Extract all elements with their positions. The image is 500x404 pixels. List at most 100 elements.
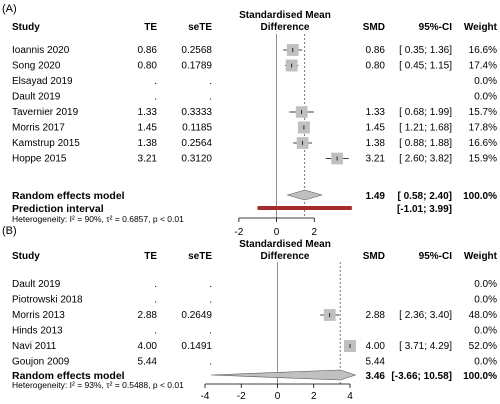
panel-a-header-ci: 95%-CI xyxy=(419,22,453,33)
panel-b-header-smd: SMD xyxy=(363,251,385,262)
panel-a-summary-label: Random effects model xyxy=(12,190,125,202)
panel-a-row-5-sete: 0.3333 xyxy=(181,107,212,118)
panel-b-row-2-te: . xyxy=(154,295,157,306)
panel-a-x-tick-label-1: -2 xyxy=(234,227,243,238)
panel-a-row-3-te: . xyxy=(154,76,157,87)
panel-b-header-weight: Weight xyxy=(464,251,498,262)
panel-a-header-te: TE xyxy=(144,22,157,33)
panel-a-row-7-weight: 16.6% xyxy=(469,138,497,149)
panel-b-x-tick-label-2: -2 xyxy=(237,391,246,402)
panel-b-row-1-weight: 0.0% xyxy=(474,279,497,290)
panel-a-row-8-ci: [ 2.60; 3.82] xyxy=(399,154,452,165)
panel-b-row-3-te: 2.88 xyxy=(138,310,158,321)
panel-b-row-5-smd: 4.00 xyxy=(366,341,386,352)
panel-a-row-2-te: 0.80 xyxy=(138,61,158,72)
panel-b-header-study: Study xyxy=(12,251,40,262)
panel-b-row-1-te: . xyxy=(154,279,157,290)
panel-a-header-smd-title-1: Standardised Mean xyxy=(239,10,331,21)
panel-a-row-3-study: Elsayad 2019 xyxy=(12,76,73,87)
panel-a-row-3-weight: 0.0% xyxy=(474,76,497,87)
panel-b-row-2-sete: . xyxy=(209,295,212,306)
panel-a-header-study: Study xyxy=(12,22,40,33)
panel-a-row-5-smd: 1.33 xyxy=(366,107,386,118)
panel-b-row-1-sete: . xyxy=(209,279,212,290)
panel-b-summary-ci: [-3.66; 10.58] xyxy=(391,371,452,382)
panel-b-row-6-te: 5.44 xyxy=(138,357,158,368)
panel-a-row-7-ci: [ 0.88; 1.88] xyxy=(399,138,452,149)
panel-a-row-7-smd: 1.38 xyxy=(366,138,386,149)
panel-a-row-2-smd: 0.80 xyxy=(366,61,386,72)
panel-a-prediction-bar xyxy=(257,206,352,210)
panel-b-row-6-weight: 0.0% xyxy=(474,357,497,368)
panel-b-row-2-weight: 0.0% xyxy=(474,295,497,306)
panel-a-row-7-study: Kamstrup 2015 xyxy=(12,138,80,149)
panel-b-row-3-smd: 2.88 xyxy=(366,310,386,321)
panel-b-header-te: TE xyxy=(144,251,157,262)
panel-b-row-5-study: Navi 2011 xyxy=(12,341,57,352)
panel-b-row-6-smd: 5.44 xyxy=(366,357,386,368)
panel-b-summary-smd: 3.46 xyxy=(366,371,386,382)
panel-b-row-3-study: Morris 2013 xyxy=(12,310,65,321)
panel-a-row-6-te: 1.45 xyxy=(138,123,158,134)
panel-b-header-sete: seTE xyxy=(188,251,212,262)
panel-a-row-1-weight: 16.6% xyxy=(469,45,497,56)
panel-b-x-tick-label-4: 2 xyxy=(311,391,317,402)
panel-a-row-7-sete: 0.2564 xyxy=(181,138,212,149)
panel-a-summary-smd: 1.49 xyxy=(366,191,386,202)
panel-a-row-8-sete: 0.3120 xyxy=(181,154,212,165)
panel-b-row-4-weight: 0.0% xyxy=(474,326,497,337)
panel-b-row-6-sete: . xyxy=(209,357,212,368)
panel-a-header-weight: Weight xyxy=(464,22,498,33)
panel-a-row-8-study: Hoppe 2015 xyxy=(12,154,67,165)
panel-b-row-4-te: . xyxy=(154,326,157,337)
panel-b-summary-weight: 100.0% xyxy=(463,371,497,382)
panel-a-label: (A) xyxy=(2,3,17,15)
panel-a-row-1-study: Ioannis 2020 xyxy=(12,45,70,56)
panel-a-row-8-te: 3.21 xyxy=(138,154,158,165)
panel-b-row-3-ci: [ 2.36; 3.40] xyxy=(399,310,452,321)
panel-b-row-5-sete: 0.1491 xyxy=(181,341,212,352)
panel-a-row-6-weight: 17.8% xyxy=(469,123,497,134)
panel-a-row-4-te: . xyxy=(154,92,157,103)
panel-a-row-7-te: 1.38 xyxy=(138,138,158,149)
panel-a-header-smd-title-2: Difference xyxy=(261,22,310,33)
panel-b-x-tick-label-3: 0 xyxy=(275,391,281,402)
panel-a-row-8-smd: 3.21 xyxy=(366,154,386,165)
panel-a-row-5-ci: [ 0.68; 1.99] xyxy=(399,107,452,118)
panel-a-row-1-te: 0.86 xyxy=(138,45,158,56)
panel-a-row-2-ci: [ 0.45; 1.15] xyxy=(399,61,452,72)
panel-a-row-6-sete: 0.1185 xyxy=(182,123,212,134)
panel-a-header-sete: seTE xyxy=(188,22,212,33)
panel-b-row-5-weight: 52.0% xyxy=(469,341,497,352)
panel-b-x-tick-label-5: 4 xyxy=(347,391,353,402)
panel-a-summary-weight: 100.0% xyxy=(463,191,497,202)
panel-b-row-3-sete: 0.2649 xyxy=(181,310,212,321)
panel-a-header-smd: SMD xyxy=(363,22,385,33)
panel-b-header-ci: 95%-CI xyxy=(419,251,453,262)
panel-a-row-5-weight: 15.7% xyxy=(469,107,497,118)
panel-a-row-8-weight: 15.9% xyxy=(469,154,497,165)
panel-b-x-tick-label-1: -4 xyxy=(201,391,210,402)
panel-b-summary-diamond xyxy=(211,369,357,381)
panel-a-row-1-sete: 0.2568 xyxy=(181,45,212,56)
panel-b-row-4-study: Hinds 2013 xyxy=(12,326,63,337)
panel-a-summary-diamond xyxy=(286,189,323,201)
panel-a-row-1-ci: [ 0.35; 1.36] xyxy=(399,45,452,56)
panel-b-row-1-study: Dault 2019 xyxy=(12,279,61,290)
panel-b-header-smd-title-1: Standardised Mean xyxy=(239,239,331,250)
panel-b-heterogeneity: Heterogeneity: I² = 93%, τ² = 0.5488, p … xyxy=(12,380,184,390)
panel-a-row-4-sete: . xyxy=(209,92,212,103)
panel-b-row-6-study: Goujon 2009 xyxy=(12,357,70,368)
panel-b-summary-label: Random effects model xyxy=(12,370,125,382)
panel-a-row-2-weight: 17.4% xyxy=(469,61,497,72)
panel-a-row-6-ci: [ 1.21; 1.68] xyxy=(399,123,452,134)
panel-b-header-smd-title-2: Difference xyxy=(261,251,310,262)
panel-a-row-2-study: Song 2020 xyxy=(12,61,61,72)
panel-a-x-tick-label-3: 2 xyxy=(312,227,318,238)
panel-a-row-6-study: Morris 2017 xyxy=(12,123,65,134)
panel-b-row-3-weight: 48.0% xyxy=(469,310,497,321)
panel-a-row-1-smd: 0.86 xyxy=(366,45,386,56)
panel-a-row-6-smd: 1.45 xyxy=(366,123,386,134)
panel-b-row-5-ci: [ 3.71; 4.29] xyxy=(399,341,452,352)
